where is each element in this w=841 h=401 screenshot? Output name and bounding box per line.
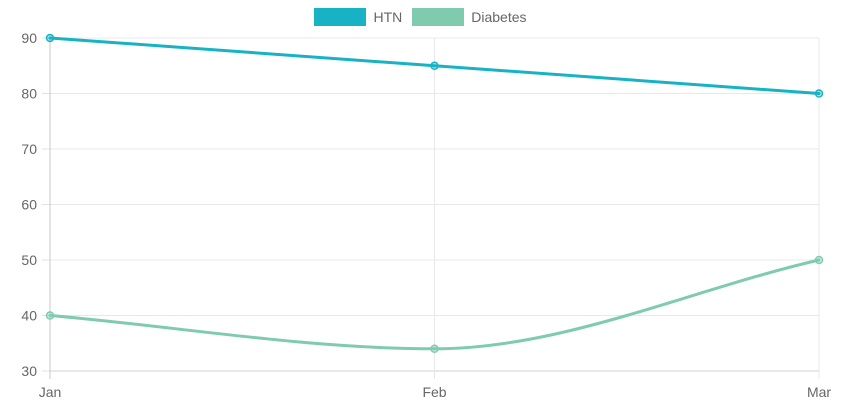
- y-tick-label: 50: [21, 252, 37, 268]
- x-tick-label: Mar: [807, 384, 831, 400]
- y-tick-label: 80: [21, 86, 37, 102]
- y-tick-label: 30: [21, 363, 37, 379]
- x-tick-label: Feb: [422, 384, 446, 400]
- legend-label: HTN: [373, 9, 403, 25]
- y-tick-label: 90: [21, 30, 37, 46]
- legend-item-htn[interactable]: HTN: [314, 8, 402, 26]
- series-line-htn: [48, 36, 821, 95]
- y-tick-label: 40: [21, 308, 37, 324]
- x-tick-label: Jan: [39, 384, 62, 400]
- data-point-htn: [814, 89, 824, 98]
- data-point-htn: [45, 33, 55, 43]
- data-point-diabetes: [45, 311, 55, 320]
- series-line-diabetes: [48, 258, 821, 351]
- data-point-diabetes: [430, 344, 439, 354]
- legend-swatch: [412, 8, 465, 26]
- legend-label: Diabetes: [471, 9, 527, 25]
- legend-swatch: [314, 8, 367, 26]
- chart-legend: HTN Diabetes: [0, 6, 841, 28]
- y-tick-label: 60: [21, 197, 37, 213]
- data-point-diabetes: [814, 255, 824, 265]
- legend-item-diabetes[interactable]: Diabetes: [412, 8, 527, 26]
- y-tick-label: 70: [21, 141, 37, 157]
- data-point-htn: [430, 61, 439, 70]
